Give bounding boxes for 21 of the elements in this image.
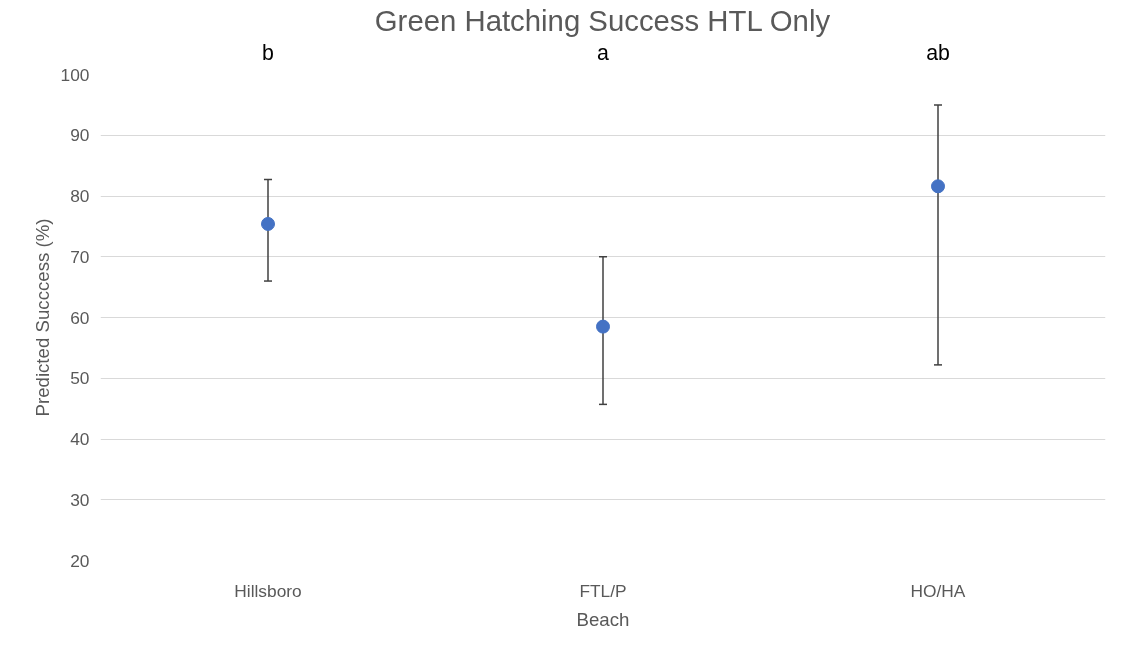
text: a	[597, 40, 610, 65]
y-tick-label: 60	[70, 307, 90, 328]
y-tick-label: 80	[70, 186, 90, 206]
y-tick-label: 90	[70, 125, 90, 146]
y-tick-label: 30	[70, 489, 90, 510]
x-tick-label: HO/HA	[910, 580, 966, 601]
text: b	[262, 40, 274, 65]
text: ab	[926, 40, 950, 65]
x-tick-label: FTL/P	[579, 580, 627, 601]
y-axis-title: Predicted Succcess (%)	[31, 218, 53, 417]
x-tick-label: Hillsboro	[234, 580, 302, 601]
x-axis-title: Beach	[576, 608, 630, 630]
chart-title: Green Hatching Success HTL Only	[374, 3, 831, 37]
y-tick-label: 70	[70, 246, 90, 267]
y-tick-label: 40	[70, 429, 90, 449]
y-tick-label: 100	[60, 64, 90, 85]
point	[261, 216, 275, 231]
y-tick-label: 50	[70, 368, 90, 389]
y-tick-label: 20	[70, 550, 90, 571]
point	[596, 319, 610, 334]
point	[931, 179, 945, 194]
